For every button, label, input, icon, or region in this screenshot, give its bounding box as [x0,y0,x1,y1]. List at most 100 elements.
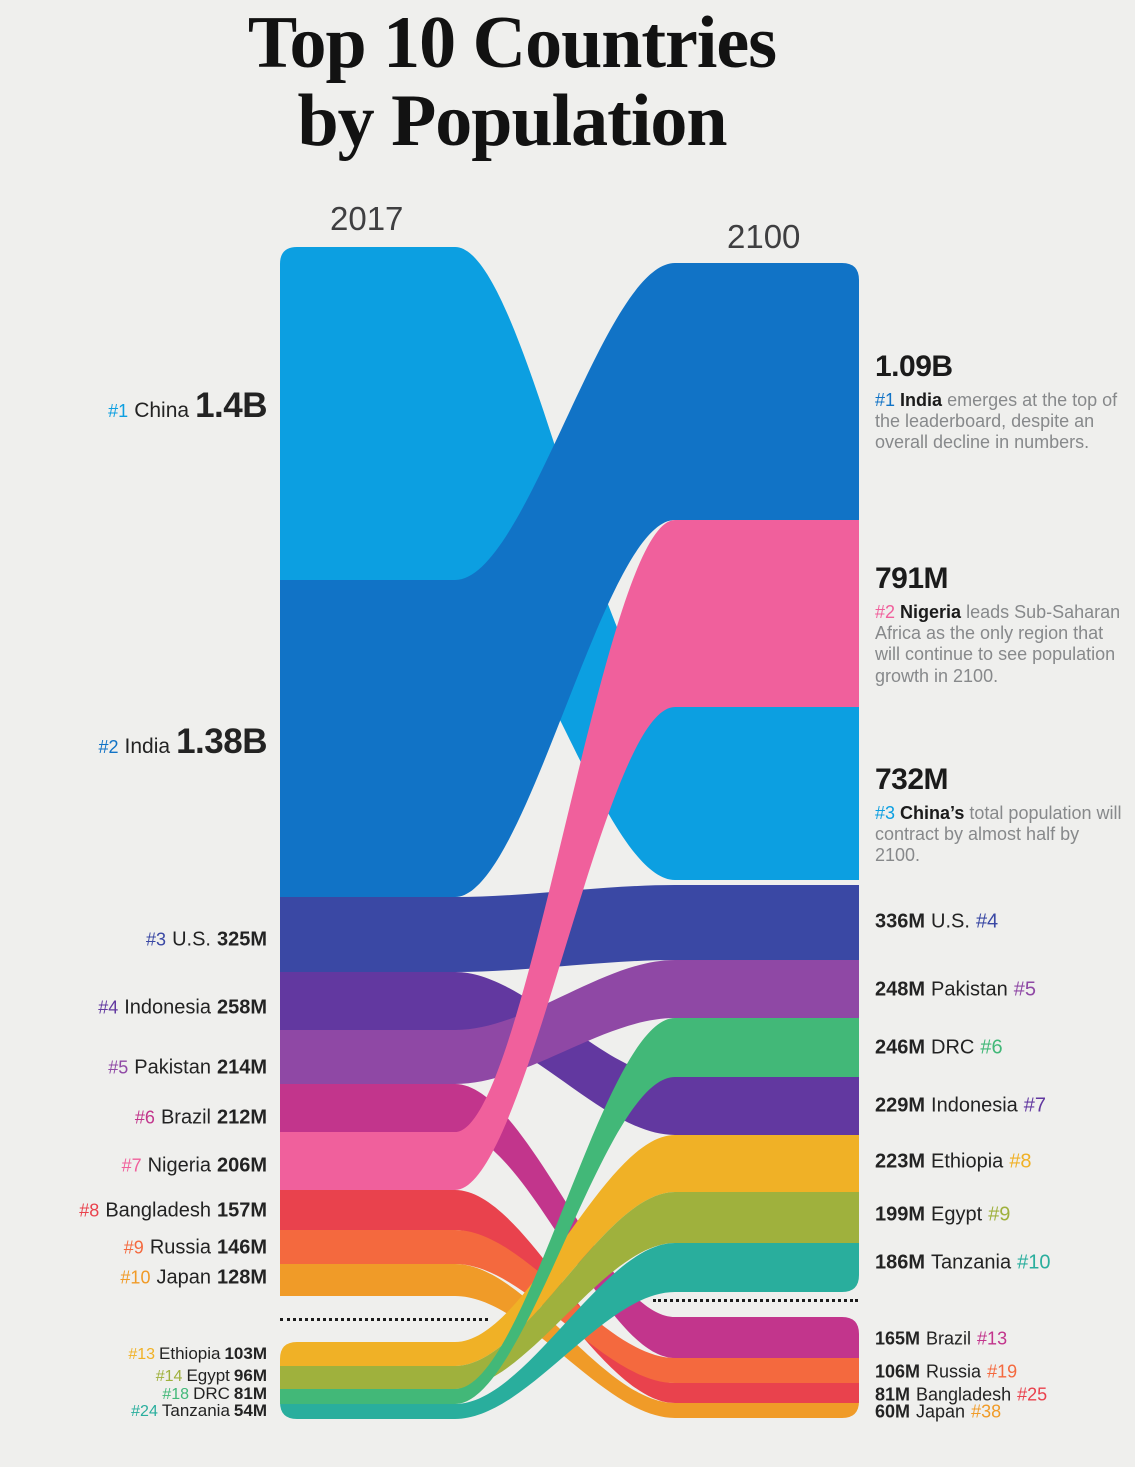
rank-badge: #10 [120,1267,151,1288]
label-2100-tanzania: 186M Tanzania #10 [875,1252,1050,1275]
country-name: Brazil [160,1106,211,1129]
label-2017-bangladesh: #8 Bangladesh 157M [79,1200,267,1223]
population-value: 325M [216,928,267,951]
label-2100-drc: 246M DRC #6 [875,1037,1003,1060]
country-name: Brazil [926,1328,972,1349]
annotation-rank: #2 [875,602,896,622]
country-name: Indonesia [931,1094,1018,1117]
rank-badge: #1 [108,401,129,421]
country-name: Pakistan [931,978,1008,1001]
year-label-2100: 2100 [727,218,801,255]
population-value: 54M [233,1401,267,1420]
label-2017-india: #2 India 1.38B [98,722,268,762]
country-name: Bangladesh [105,1199,211,1222]
country-name: Egypt [186,1366,230,1385]
country-name: India [124,735,171,758]
population-value: 246M [875,1036,926,1059]
rank-badge: #4 [98,997,119,1018]
band-egypt [280,1192,859,1389]
rank-cutoff-dotted-line-right [653,1299,858,1302]
band-ethiopia [280,1135,859,1366]
band-pakistan [280,960,859,1084]
country-name: Indonesia [124,996,211,1019]
country-name: China [134,399,190,422]
country-name: Tanzania [161,1401,230,1420]
band-nigeria [280,520,859,1190]
annotation-country: India [900,390,943,410]
country-name: Bangladesh [916,1384,1012,1405]
population-value: 165M [875,1328,921,1349]
chart-title-line2: by Population [297,80,727,162]
annotation-nigeria: 791M #2 Nigeria leads Sub-Saharan Africa … [875,562,1127,687]
rank-badge: #19 [987,1361,1018,1382]
population-value: 1.4B [195,386,267,425]
population-value: 106M [875,1361,921,1382]
population-value: 96M [233,1366,267,1385]
country-name: U.S. [172,928,211,951]
population-value: 248M [875,978,926,1001]
population-value: 186M [875,1251,926,1274]
rank-badge: #25 [1017,1384,1048,1405]
rank-badge: #7 [121,1155,142,1176]
label-2017-japan: #10 Japan 128M [120,1267,267,1290]
band-india [280,263,859,897]
annotation-value: 791M [875,562,949,595]
population-value: 206M [216,1154,267,1177]
country-name: Egypt [931,1203,983,1226]
label-2100-brazil: 165M Brazil #13 [875,1329,1007,1350]
country-name: U.S. [931,910,970,933]
label-2100-russia: 106M Russia #19 [875,1362,1017,1383]
label-2017-russia: #9 Russia 146M [124,1237,267,1260]
country-name: DRC [931,1036,975,1059]
rank-badge: #9 [988,1203,1011,1226]
label-2017-ethiopia: #13 Ethiopia 103M [128,1344,267,1364]
rank-badge: #9 [123,1237,144,1258]
rank-badge: #6 [980,1036,1003,1059]
label-2017-pakistan: #5 Pakistan 214M [108,1057,267,1080]
annotation-text: #2 Nigeria leads Sub-Saharan Africa as t… [875,602,1121,686]
annotation-country: Nigeria [900,602,962,622]
population-value: 258M [216,996,267,1019]
population-value: 199M [875,1203,926,1226]
annotation-rank: #1 [875,390,896,410]
rank-badge: #10 [1017,1251,1051,1274]
rank-badge: #18 [162,1386,190,1403]
rank-badge: #7 [1023,1094,1047,1117]
rank-badge: #13 [977,1328,1008,1349]
population-value: 81M [233,1384,267,1403]
rank-badge: #5 [108,1057,129,1078]
band-tanzania [280,1243,859,1419]
country-name: Russia [926,1361,982,1382]
label-2100-pakistan: 248M Pakistan #5 [875,979,1036,1002]
country-name: Nigeria [147,1154,211,1177]
rank-badge: #24 [131,1403,158,1420]
country-name: Japan [916,1401,966,1422]
rank-badge: #13 [128,1346,156,1363]
population-value: 81M [875,1384,911,1405]
population-value: 1.38B [176,722,267,761]
country-name: Russia [149,1236,211,1259]
population-value: 214M [216,1056,267,1079]
country-name: Tanzania [931,1251,1012,1274]
label-2100-bangladesh: 81M Bangladesh #25 [875,1385,1047,1406]
label-2017-tanzania: #24 Tanzania 54M [131,1401,267,1421]
label-2100-egypt: 199M Egypt #9 [875,1204,1010,1227]
band-drc [280,1018,859,1404]
rank-badge: #38 [971,1401,1002,1422]
population-value: 212M [216,1106,267,1129]
label-2100-japan: 60M Japan #38 [875,1402,1001,1423]
population-value: 128M [216,1266,267,1289]
label-2017-brazil: #6 Brazil 212M [135,1107,267,1130]
annotation-india: 1.09B #1 India emerges at the top of the … [875,350,1127,454]
label-2017-drc: #18 DRC 81M [162,1384,267,1404]
population-value: 60M [875,1401,911,1422]
annotation-text: #1 India emerges at the top of the leade… [875,390,1118,453]
country-name: Ethiopia [159,1344,221,1363]
rank-badge: #8 [79,1200,100,1221]
rank-badge: #3 [146,929,167,950]
label-2017-indonesia: #4 Indonesia 258M [98,997,267,1020]
rank-badge: #2 [98,737,119,757]
annotation-chinas: 732M #3 China’s total population will con… [875,763,1127,867]
